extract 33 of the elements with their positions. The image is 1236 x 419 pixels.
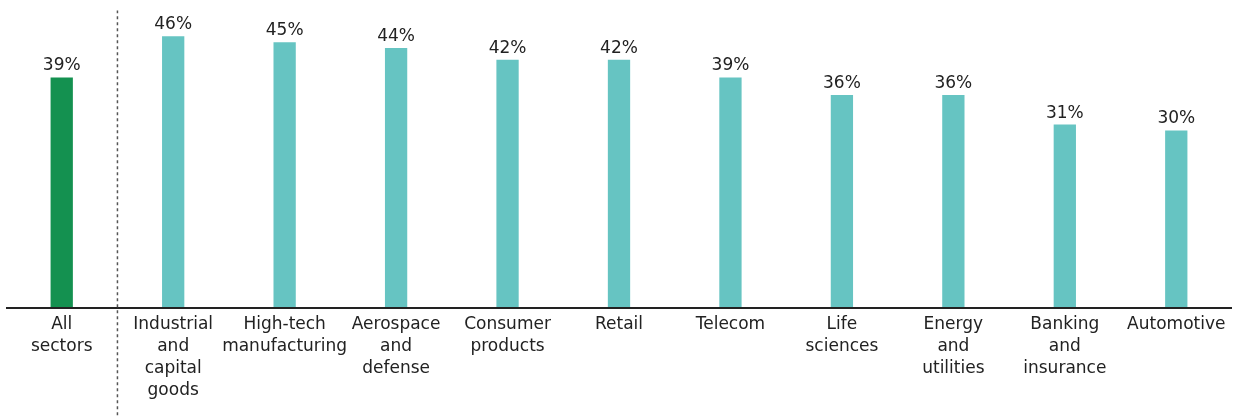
bar [50, 77, 73, 307]
data-label: 36% [934, 72, 973, 93]
x-tick-label: Industrial and capital goods [133, 313, 214, 400]
x-tick-label: High-tech manufacturing [222, 313, 348, 356]
data-label: 31% [1045, 101, 1084, 122]
bar [719, 77, 742, 307]
x-tick-label: Energy and utilities [922, 313, 985, 378]
bar [942, 95, 965, 307]
bar [496, 59, 519, 307]
x-tick-label: Aerospace and defense [351, 313, 441, 378]
bar [830, 95, 854, 307]
bar [273, 42, 296, 307]
data-label: 45% [265, 19, 304, 40]
bar [1053, 124, 1076, 307]
x-tick-label: Consumer products [464, 313, 551, 356]
bar [384, 48, 408, 307]
x-tick-label: Retail [594, 313, 644, 334]
x-tick-label: Automotive [1127, 313, 1226, 334]
x-tick-label: Life sciences [805, 313, 879, 356]
data-label: 46% [154, 13, 193, 34]
bar [162, 36, 185, 307]
data-label: 36% [823, 72, 861, 93]
bar [1165, 130, 1188, 307]
x-tick-label: Banking and insurance [1023, 313, 1107, 378]
data-label: 39% [42, 54, 81, 75]
data-label: 42% [600, 36, 638, 57]
data-label: 42% [488, 36, 527, 57]
x-tick-label: All sectors [30, 313, 93, 356]
data-label: 30% [1157, 107, 1196, 128]
data-label: 44% [377, 25, 415, 46]
bar [607, 59, 631, 307]
data-label: 39% [711, 54, 750, 75]
x-tick-label: Telecom [694, 313, 766, 334]
